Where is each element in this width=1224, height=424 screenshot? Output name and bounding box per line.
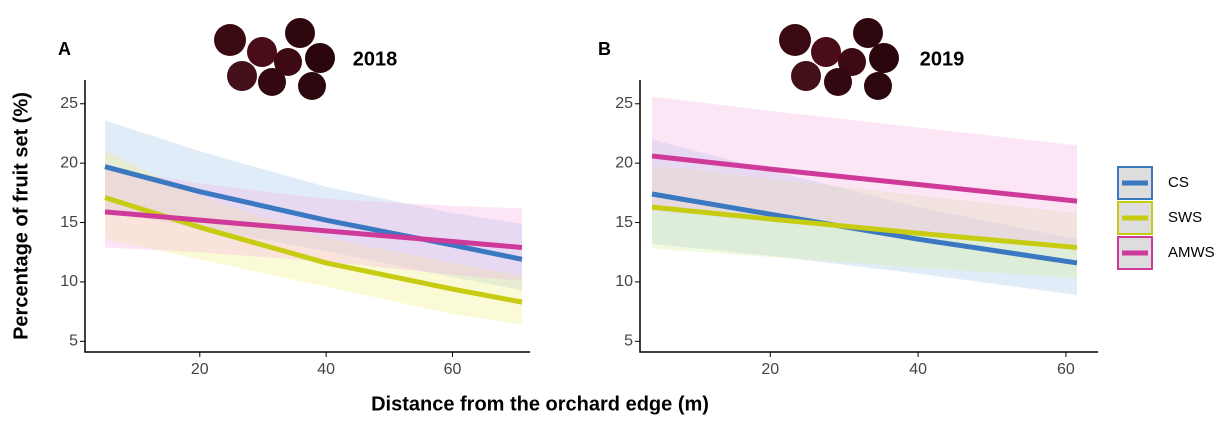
fit-line: [651, 153, 1078, 204]
axis-line: [639, 80, 1098, 353]
y-tick-label: 15: [615, 214, 633, 231]
y-tick-label: 10: [615, 273, 633, 290]
panel-title: 2019: [920, 48, 965, 70]
cherry-image-a: [214, 18, 335, 100]
y-tick-label: 5: [624, 333, 633, 350]
x-tick-label: 20: [191, 361, 209, 378]
confidence-band: [652, 165, 1077, 279]
fit-line: [651, 204, 1078, 250]
y-tick-label: 20: [60, 154, 78, 171]
legend-label: CS: [1168, 174, 1189, 191]
y-tick-label: 25: [60, 95, 78, 112]
x-axis-label: Distance from the orchard edge (m): [371, 393, 709, 415]
y-axis-label: Percentage of fruit set (%): [10, 92, 32, 340]
y-tick-label: 5: [69, 333, 78, 350]
x-tick-label: 20: [761, 361, 779, 378]
y-tick-label: 25: [615, 95, 633, 112]
axis-line: [84, 80, 530, 353]
fit-line: [104, 164, 523, 262]
x-tick-label: 60: [1057, 361, 1075, 378]
panel-label: A: [58, 39, 71, 59]
confidence-band: [652, 96, 1077, 244]
confidence-band: [105, 120, 522, 291]
panel-title: 2018: [353, 48, 398, 70]
fit-line: [104, 209, 523, 250]
x-tick-label: 60: [444, 361, 462, 378]
confidence-band: [652, 139, 1077, 295]
panel-label: B: [598, 39, 611, 59]
x-tick-label: 40: [909, 361, 927, 378]
y-tick-label: 20: [615, 154, 633, 171]
legend-label: SWS: [1168, 209, 1202, 226]
legend-label: AMWS: [1168, 244, 1215, 261]
y-tick-label: 15: [60, 214, 78, 231]
x-tick-label: 40: [317, 361, 335, 378]
y-tick-label: 10: [60, 273, 78, 290]
cherry-image-b: [779, 18, 899, 100]
